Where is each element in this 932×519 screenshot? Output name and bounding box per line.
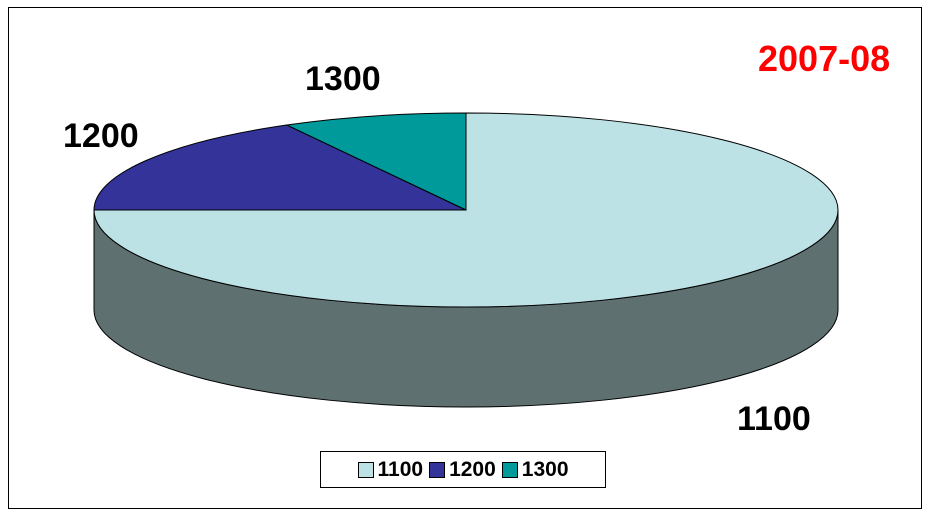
- pie-slice-1100: [93, 112, 839, 308]
- legend: 1100 1200 1300: [320, 451, 606, 488]
- legend-swatch-1200: [429, 461, 446, 478]
- pie-slice-1300: [285, 112, 467, 211]
- legend-label-1100: 1100: [377, 457, 424, 481]
- legend-swatch-1100: [357, 461, 374, 478]
- slice-label-1200: 1200: [63, 117, 139, 155]
- legend-label-1200: 1200: [449, 457, 496, 481]
- slice-label-1100: 1100: [737, 400, 811, 438]
- slice-label-1300: 1300: [305, 60, 381, 98]
- legend-item-1100: 1100: [357, 457, 424, 482]
- pie-slice-1200: [93, 124, 467, 211]
- chart-title: 2007-08: [758, 38, 891, 79]
- legend-item-1200: 1200: [429, 458, 496, 482]
- legend-item-1300: 1300: [501, 457, 569, 482]
- legend-swatch-1300: [501, 461, 518, 478]
- legend-label-1300: 1300: [521, 457, 569, 481]
